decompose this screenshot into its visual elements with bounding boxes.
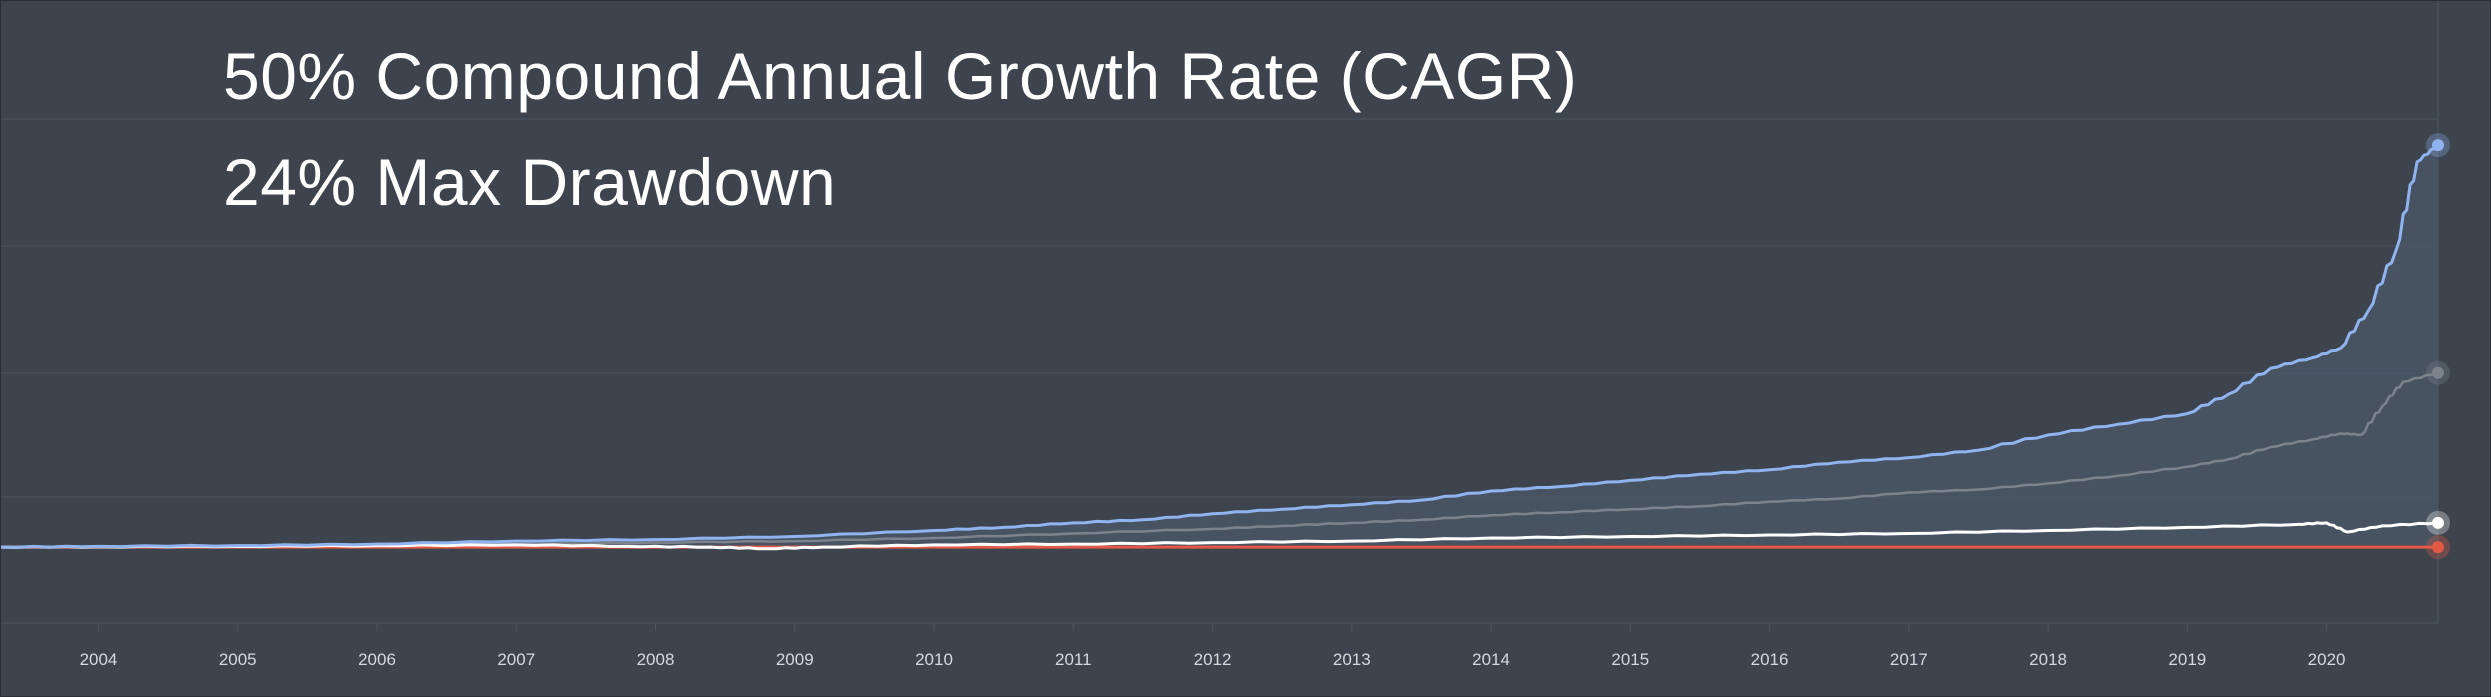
x-tick-label: 2007 <box>497 650 535 669</box>
baseline-end-marker[interactable] <box>2432 541 2444 554</box>
x-tick-label: 2010 <box>915 650 953 669</box>
x-tick-label: 2014 <box>1472 650 1510 669</box>
secondary-end-marker[interactable] <box>2432 366 2444 379</box>
x-tick-label: 2017 <box>1890 650 1928 669</box>
benchmark-end-marker[interactable] <box>2432 516 2444 529</box>
cagr-headline: 50% Compound Annual Growth Rate (CAGR) <box>223 39 1578 113</box>
x-tick-label: 2013 <box>1333 650 1371 669</box>
x-axis-ticks: 2004 2005 2006 2007 2008 2009 2010 2011 2012 2013… <box>80 623 2346 669</box>
x-tick-label: 2015 <box>1611 650 1649 669</box>
benchmark-series-line <box>1 521 2439 551</box>
series-lines <box>1 144 2440 551</box>
strategy-area-fill <box>1 145 2438 548</box>
strategy-area <box>1 145 2438 548</box>
x-tick-label: 2020 <box>2308 650 2346 669</box>
strategy-series-line <box>1 144 2440 549</box>
x-tick-label: 2019 <box>2168 650 2206 669</box>
x-tick-label: 2005 <box>219 650 257 669</box>
secondary-series-line <box>1 371 2439 549</box>
drawdown-headline: 24% Max Drawdown <box>223 145 837 219</box>
strategy-end-marker[interactable] <box>2432 139 2444 152</box>
x-tick-label: 2008 <box>637 650 675 669</box>
x-tick-label: 2012 <box>1194 650 1232 669</box>
x-tick-label: 2011 <box>1055 650 1092 669</box>
x-tick-label: 2016 <box>1751 650 1789 669</box>
x-tick-label: 2004 <box>80 650 118 669</box>
series-end-markers <box>2426 133 2450 560</box>
x-tick-label: 2009 <box>776 650 814 669</box>
x-tick-label: 2018 <box>2029 650 2067 669</box>
x-tick-label: 2006 <box>358 650 396 669</box>
